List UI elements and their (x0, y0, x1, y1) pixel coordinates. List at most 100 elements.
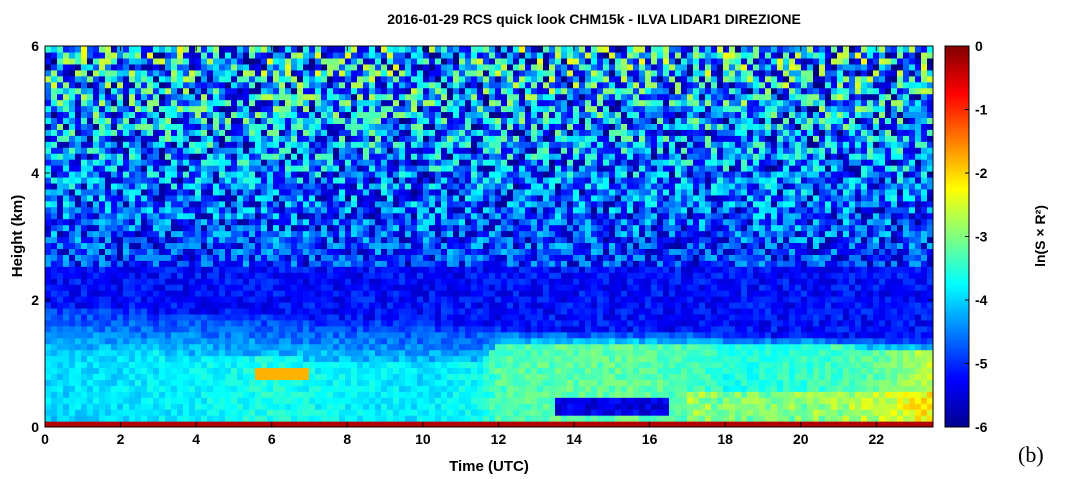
heatmap-cell (291, 81, 298, 89)
heatmap-cell (441, 212, 448, 220)
heatmap-cell (495, 313, 502, 321)
heatmap-cell (237, 397, 244, 404)
heatmap-cell (321, 135, 328, 142)
heatmap-cell (129, 242, 136, 249)
heatmap-cell (231, 313, 238, 321)
heatmap-cell (105, 409, 112, 416)
heatmap-cell (381, 111, 388, 119)
heatmap-cell (393, 272, 400, 279)
heatmap-cell (237, 93, 244, 101)
heatmap-cell (387, 105, 394, 113)
heatmap-cell (501, 272, 508, 279)
heatmap-cell (237, 117, 244, 124)
heatmap-cell (495, 248, 502, 255)
heatmap-cell (399, 379, 406, 386)
heatmap-cell (363, 141, 370, 148)
heatmap-cell (81, 218, 88, 226)
heatmap-cell (171, 409, 178, 416)
heatmap-cell (273, 242, 280, 249)
heatmap-cell (327, 87, 334, 95)
heatmap-cell (303, 218, 310, 226)
heatmap-cell (219, 409, 226, 416)
heatmap-cell (201, 403, 208, 410)
heatmap-cell (477, 87, 484, 95)
heatmap-cell (339, 153, 346, 160)
heatmap-cell (165, 254, 172, 261)
heatmap-cell (471, 373, 478, 380)
heatmap-cell (315, 266, 322, 273)
heatmap-cell (111, 290, 118, 297)
heatmap-cell (399, 206, 406, 214)
heatmap-cell (273, 176, 280, 184)
heatmap-cell (69, 367, 76, 375)
heatmap-cell (237, 111, 244, 119)
heatmap-cell (381, 260, 388, 267)
heatmap-cell (93, 212, 100, 220)
heatmap-cell (381, 415, 388, 422)
heatmap-cell (381, 165, 388, 172)
heatmap-cell (171, 278, 178, 285)
heatmap-cell (243, 81, 250, 89)
heatmap-cell (261, 355, 268, 363)
heatmap-cell (363, 307, 370, 315)
heatmap-cell (477, 403, 484, 410)
heatmap-cell (243, 99, 250, 107)
heatmap-cell (363, 319, 370, 327)
heatmap-cell (441, 373, 448, 380)
heatmap-cell (351, 176, 358, 184)
heatmap-cell (135, 260, 142, 267)
heatmap-cell (183, 135, 190, 142)
heatmap-cell (477, 397, 484, 404)
heatmap-cell (117, 111, 124, 119)
heatmap-cell (279, 272, 286, 279)
heatmap-cell (387, 147, 394, 154)
heatmap-cell (171, 69, 178, 77)
heatmap-cell (291, 147, 298, 154)
heatmap-cell (117, 355, 124, 363)
heatmap-cell (345, 409, 352, 416)
heatmap-cell (345, 391, 352, 398)
heatmap-cell (141, 409, 148, 416)
heatmap-cell (195, 236, 202, 244)
heatmap-cell (285, 313, 292, 321)
heatmap-cell (345, 117, 352, 124)
heatmap-cell (357, 51, 364, 59)
heatmap-cell (177, 99, 184, 107)
heatmap-cell (183, 391, 190, 398)
heatmap-cell (165, 319, 172, 327)
heatmap-cell (237, 165, 244, 172)
heatmap-cell (411, 337, 418, 345)
heatmap-cell (429, 212, 436, 220)
heatmap-cell (333, 355, 340, 363)
heatmap-cell (279, 135, 286, 142)
heatmap-cell (423, 409, 430, 416)
heatmap-cell (339, 69, 346, 77)
heatmap-cell (459, 278, 466, 285)
heatmap-cell (153, 87, 160, 95)
heatmap-cell (375, 278, 382, 285)
heatmap-cell (51, 266, 58, 273)
heatmap-cell (261, 409, 268, 416)
heatmap-cell (435, 63, 442, 71)
heatmap-cell (69, 421, 76, 427)
heatmap-cell (153, 171, 160, 178)
heatmap-cell (255, 290, 262, 297)
heatmap-cell (291, 331, 298, 339)
heatmap-cell (291, 75, 298, 83)
heatmap-cell (57, 200, 64, 208)
heatmap-cell (423, 266, 430, 273)
heatmap-cell (303, 349, 310, 357)
heatmap-cell (279, 421, 286, 427)
heatmap-cell (345, 153, 352, 160)
heatmap-cell (81, 361, 88, 369)
heatmap-cell (183, 111, 190, 119)
heatmap-cell (141, 117, 148, 124)
heatmap-cell (51, 147, 58, 154)
heatmap-cell (351, 69, 358, 77)
heatmap-cell (303, 301, 310, 309)
heatmap-cell (303, 248, 310, 255)
heatmap-cell (171, 355, 178, 363)
heatmap-cell (327, 182, 334, 190)
heatmap-cell (273, 313, 280, 321)
